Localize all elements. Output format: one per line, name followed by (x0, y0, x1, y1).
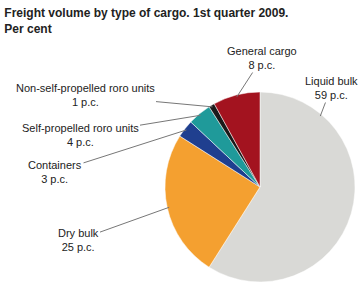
svg-text:Containers3 p.c.: Containers3 p.c. (28, 159, 82, 185)
svg-text:Freight volume by type of carg: Freight volume by type of cargo. 1st qua… (4, 6, 288, 36)
svg-text:General cargo8 p.c.: General cargo8 p.c. (227, 45, 297, 71)
svg-text:Liquid bulk59 p.c.: Liquid bulk59 p.c. (305, 75, 358, 101)
svg-text:Non-self-propelled roro units1: Non-self-propelled roro units1 p.c. (16, 82, 155, 108)
svg-text:Self-propelled roro units4 p.c: Self-propelled roro units4 p.c. (22, 122, 139, 148)
svg-text:Dry bulk25 p.c.: Dry bulk25 p.c. (58, 227, 99, 253)
